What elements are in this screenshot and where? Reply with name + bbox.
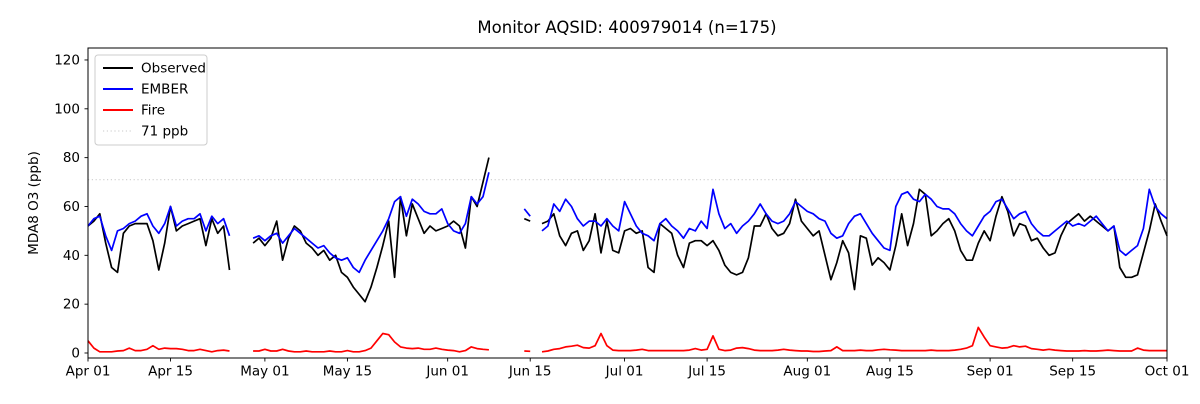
chart-title: Monitor AQSID: 400979014 (n=175) [477, 18, 776, 37]
x-tick-label: May 01 [240, 364, 289, 380]
y-axis-label: MDA8 O3 (ppb) [26, 151, 42, 255]
x-tick-label: Jun 01 [425, 364, 469, 380]
legend-label-observed: Observed [141, 61, 206, 77]
x-tick-label: Sep 01 [967, 364, 1014, 380]
legend-label-ember: EMBER [141, 82, 188, 98]
y-tick-label: 100 [54, 101, 80, 117]
x-tick-label: Sep 15 [1049, 364, 1096, 380]
x-tick-label: Jun 15 [508, 364, 552, 380]
y-tick-label: 20 [63, 297, 80, 313]
y-tick-label: 60 [63, 199, 80, 215]
legend-label-71-ppb: 71 ppb [141, 124, 188, 140]
y-tick-label: 0 [71, 345, 80, 361]
x-tick-label: Apr 01 [66, 364, 111, 380]
y-tick-label: 40 [63, 248, 80, 264]
legend-label-fire: Fire [141, 103, 165, 119]
x-tick-label: Aug 01 [783, 364, 831, 380]
x-tick-label: Oct 01 [1145, 364, 1190, 380]
y-tick-label: 120 [54, 52, 80, 68]
y-tick-label: 80 [63, 150, 80, 166]
x-tick-label: Jul 01 [605, 364, 644, 380]
x-tick-label: Jul 15 [687, 364, 726, 380]
x-tick-label: Apr 15 [148, 364, 193, 380]
x-tick-label: May 15 [323, 364, 372, 380]
legend: Observed EMBER Fire 71 ppb [95, 55, 207, 145]
x-tick-label: Aug 15 [866, 364, 914, 380]
